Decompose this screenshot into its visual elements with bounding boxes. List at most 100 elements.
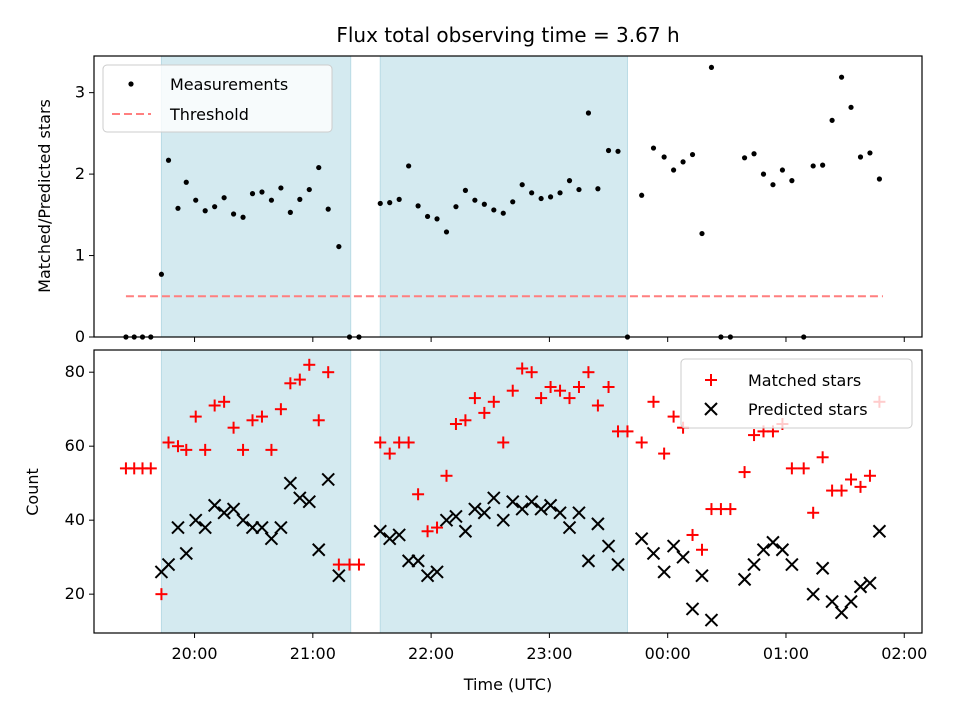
predicted-point-b [302,494,316,509]
measurement-point [615,148,621,154]
measurement-point [576,186,582,193]
predicted-point [373,524,387,538]
measurement-point [500,210,506,216]
ratio-legend: Measurements Threshold [102,64,333,133]
measurement-point [221,195,227,201]
predicted-point-b [439,513,454,527]
predicted-point [392,528,406,542]
predicted-point-b [834,605,849,620]
predicted-point-b [785,557,799,572]
predicted-point-b [766,535,780,550]
measurement-point [158,271,165,277]
matched-point [144,462,157,475]
predicted-point-b [274,520,288,535]
measurement-point [820,162,826,168]
predicted-point-b [775,543,790,557]
matched-point [525,366,538,379]
predicted-point [657,565,671,579]
chart-title: Flux total observing time = 3.67 h [336,23,679,47]
measurement-point [779,167,786,173]
matched-point [440,469,453,482]
predicted-point-b [872,524,887,538]
shaded-interval-2 [379,349,628,634]
measurement-point [481,201,487,207]
predicted-point [496,513,510,527]
matched-point [246,414,259,427]
predicted-point-b [676,550,690,564]
predicted-point [293,491,307,505]
predicted-point-b [264,531,279,546]
predicted-point [553,506,567,520]
predicted-point [562,520,577,535]
predicted-point [245,520,260,535]
predicted-point-b [543,498,558,513]
matched-point [162,436,175,449]
predicted-point [283,476,298,490]
predicted-point-b [283,476,298,490]
matched-point [284,377,297,390]
predicted-point [401,554,416,568]
predicted-point-b [737,572,752,587]
predicted-point-b [468,502,482,516]
matched-point [582,366,595,379]
predicted-point-b [591,517,605,531]
measurement-point [566,178,573,184]
predicted-point [766,535,780,550]
matched-point [374,436,387,449]
predicted-point [179,546,193,561]
predicted-point [815,561,830,575]
measurement-point [547,194,554,200]
matched-point [602,380,615,393]
predicted-point [332,568,346,583]
predicted-point [274,520,288,535]
matched-point [535,392,548,405]
count-legend: Matched stars Predicted stars [680,358,913,429]
predicted-point-b [695,568,709,583]
matched-point [237,443,250,456]
predicted-point [844,594,858,609]
predicted-point-b [321,472,335,487]
matched-point [667,410,680,423]
count-panel: 20 40 60 80 20:00 21:00 22:00 23:00 00:00 01:00 0… [23,349,927,694]
y-tick-label: 80 [65,362,85,381]
legend-measurements-marker [128,81,134,87]
matched-point [189,410,202,423]
matched-point [621,425,634,438]
predicted-point-b [572,506,586,520]
ratio-frame [93,55,923,338]
matched-point [658,447,671,460]
predicted-point [756,543,771,557]
matched-point [591,399,604,412]
predicted-point [572,506,586,520]
matched-point [199,443,212,456]
shaded-interval-2 [379,55,628,338]
y-tick-label: 60 [65,436,85,455]
measurement-point [689,151,696,158]
y-tick-label: 3 [75,83,85,102]
predicted-point [543,498,558,513]
predicted-point-b [401,554,416,568]
measurement-point [424,213,431,220]
measurement-point [406,163,412,169]
predicted-point-b [198,520,212,535]
legend-matched-marker [705,374,717,386]
measurement-point [639,192,645,198]
y-tick-label: 0 [75,327,85,346]
measurement-point [240,214,246,220]
matched-point [554,384,567,397]
predicted-point-b [383,531,397,546]
measurement-point [770,182,776,188]
measurement-point [538,195,544,202]
predicted-point-b [449,509,463,524]
predicted-point-b [373,524,387,538]
measurement-point [443,229,450,235]
matched-point [695,543,708,556]
measurement-point [491,207,497,213]
predicted-point-b [704,613,719,627]
x-tick-label: 00:00 [645,644,691,663]
matched-point [180,443,193,456]
measurement-point [434,216,440,222]
legend-predicted-label: Predicted stars [748,400,868,419]
count-legend-box [680,358,913,429]
y-tick-label: 2 [75,164,85,183]
